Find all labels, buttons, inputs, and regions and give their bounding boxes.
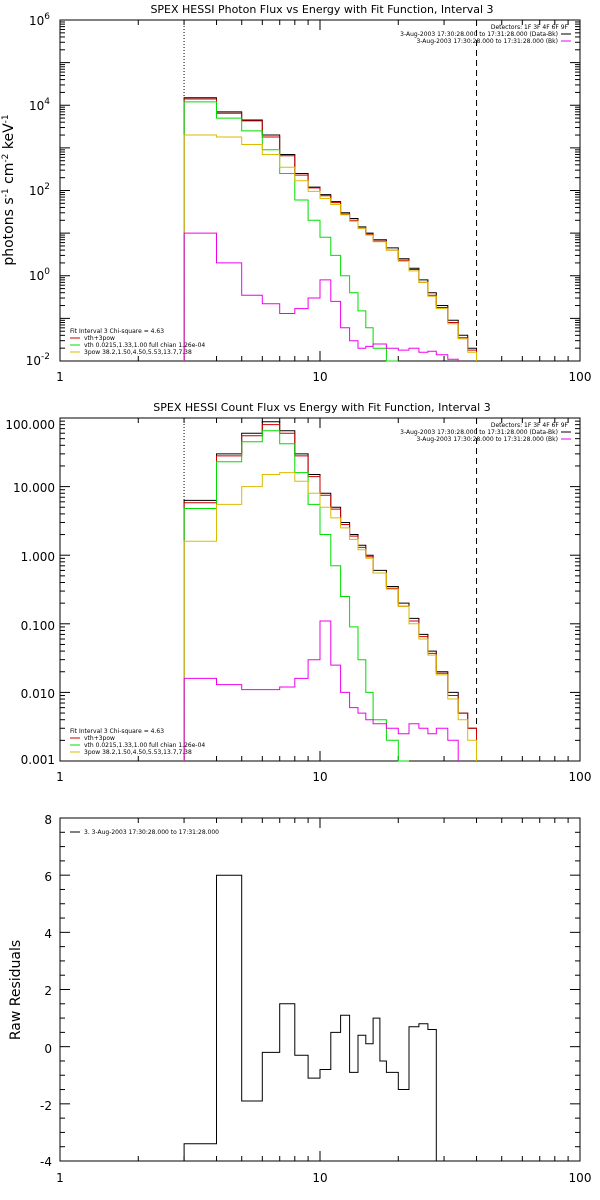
chart1-xtick-1: 1 (56, 370, 64, 384)
chart1-xtick-100: 100 (569, 370, 592, 384)
chart1-series-data-bk (183, 97, 477, 361)
chart3-ytick-0: 0 (44, 1042, 52, 1056)
chart1-legend-pow-label: 3pow 38.2,1.50,4.50,5.53,13.7,7.38 (84, 349, 192, 356)
chart2-series-bk (183, 620, 459, 761)
chart2-legend-fit-info: Fit Interval 3 Chi-square = 4.63 (70, 728, 164, 735)
chart2-series-vth-3pow (183, 424, 477, 761)
chart2-xtick-10: 10 (312, 770, 327, 784)
chart1-legend-vth-label: vth 0.0215,1.33,1.00 full chian 1.26e-04 (84, 342, 205, 349)
chart1-ticks (59, 20, 580, 362)
chart1-series-vth-3pow (183, 98, 477, 361)
chart3-series-3-3-aug-2003-17-30-28-000-to-17-31-28-000 (183, 874, 477, 1162)
chart3-plot-area (183, 874, 477, 1162)
chart2-series-3pow (183, 472, 477, 761)
chart1-x-tick-labels: 1 10 100 (56, 370, 591, 384)
chart1-legend-left: Fit Interval 3 Chi-square = 4.63 vth+3po… (70, 328, 205, 356)
chart3-ytick-minus4: -4 (40, 1155, 52, 1169)
chart3-xtick-10: 10 (312, 1171, 327, 1185)
chart1-y-tick-labels: 106 104 102 100 10-2 (26, 12, 51, 368)
chart2-legend-right: Detectors: 1F 3F 4F 6F 9F 3-Aug-2003 17:… (400, 422, 571, 443)
chart2-ytick-0.01: 0.010 (21, 687, 55, 701)
chart2-title: SPEX HESSI Count Flux vs Energy with Fit… (153, 401, 490, 414)
chart1-ytick-1e2: 102 (29, 182, 50, 198)
chart3-ytick-8: 8 (44, 813, 52, 827)
chart1-legend-bk-label: 3-Aug-2003 17:30:28.000 to 17:31:28.000 … (416, 38, 558, 45)
chart2-legend-detectors: Detectors: 1F 3F 4F 6F 9F (491, 422, 569, 429)
chart1-ytick-1e-2: 10-2 (26, 352, 50, 368)
chart3-ytick-minus2: -2 (40, 1099, 52, 1113)
chart2-ytick-10: 10.000 (13, 481, 55, 495)
chart1-legend-right: Detectors: 1F 3F 4F 6F 9F 3-Aug-2003 17:… (400, 24, 571, 45)
chart2-ytick-0.1: 0.100 (21, 619, 55, 633)
chart2-x-tick-labels: 1 10 100 (56, 770, 591, 784)
chart3-ytick-2: 2 (44, 984, 52, 998)
chart3-y-axis-label: Raw Residuals (8, 940, 24, 1040)
chart1-xtick-10: 10 (312, 370, 327, 384)
chart2-ytick-1: 1.000 (21, 550, 55, 564)
chart1-legend-fit-info: Fit Interval 3 Chi-square = 4.63 (70, 328, 164, 335)
chart2-legend-left: Fit Interval 3 Chi-square = 4.63 vth+3po… (70, 728, 205, 756)
chart1-series-bk (183, 232, 459, 361)
chart3-xtick-100: 100 (569, 1171, 592, 1185)
chart2-series-data-bk (183, 421, 477, 761)
chart1-ytick-1e0: 100 (29, 267, 50, 283)
chart2-ticks (59, 418, 580, 762)
chart3-ytick-4: 4 (44, 927, 52, 941)
chart2-xtick-100: 100 (569, 770, 592, 784)
chart2-plot-area (183, 418, 478, 762)
chart2-ytick-0.001: 0.001 (21, 753, 55, 767)
chart1-series-vth (183, 101, 399, 362)
chart2-legend-bk-label: 3-Aug-2003 17:30:28.000 to 17:31:28.000 … (416, 436, 558, 443)
chart3-xtick-1: 1 (56, 1171, 64, 1185)
chart2-legend-vth-label: vth 0.0215,1.33,1.00 full chian 1.26e-04 (84, 742, 205, 749)
chart1-legend-detectors: Detectors: 1F 3F 4F 6F 9F (491, 24, 569, 31)
chart2-ytick-100: 100.000 (5, 418, 55, 432)
chart2-series-vth (183, 430, 409, 762)
chart3-ytick-6: 6 (44, 870, 52, 884)
chart1-y-axis-label: photons s-1 cm-2 keV-1 (1, 114, 17, 265)
chart2-frame (59, 417, 581, 762)
chart3-legend-label: 3. 3-Aug-2003 17:30:28.000 to 17:31:28.0… (84, 829, 219, 836)
chart1-series-3pow (183, 134, 477, 361)
chart3-x-tick-labels: 1 10 100 (56, 1171, 591, 1185)
chart1-ytick-1e6: 106 (29, 12, 50, 28)
chart3-frame (59, 817, 581, 1162)
chart1-title: SPEX HESSI Photon Flux vs Energy with Fi… (150, 3, 493, 16)
chart3-y-tick-labels: 8 6 4 2 0 -2 -4 (40, 813, 52, 1169)
chart2-legend-pow-label: 3pow 38.2,1.50,4.50,5.53,13.7,7.38 (84, 749, 192, 756)
chart1-ytick-1e4: 104 (29, 97, 50, 113)
chart2-xtick-1: 1 (56, 770, 64, 784)
chart3-ticks (59, 817, 580, 1162)
chart1-legend-data-label: 3-Aug-2003 17:30:28.000 to 17:31:28.000 … (400, 31, 558, 38)
chart2-y-tick-labels: 100.000 10.000 1.000 0.100 0.010 0.001 (5, 418, 55, 767)
chart2-legend-total-label: vth+3pow (84, 735, 115, 742)
chart1-legend-total-label: vth+3pow (84, 335, 115, 342)
chart2-legend-data-label: 3-Aug-2003 17:30:28.000 to 17:31:28.000 … (400, 429, 558, 436)
chart1-plot-area (183, 20, 478, 362)
